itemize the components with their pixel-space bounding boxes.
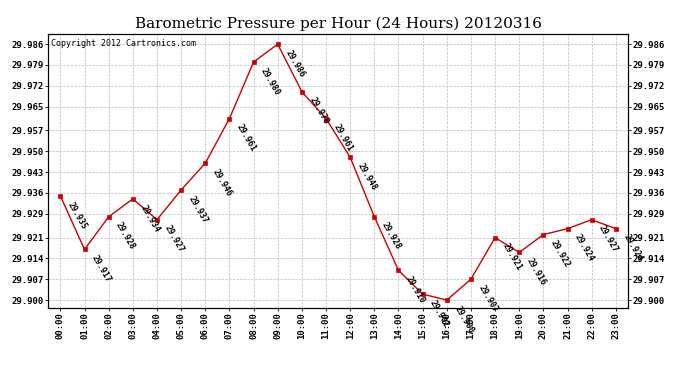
Text: 29.948: 29.948	[356, 161, 379, 192]
Text: 29.970: 29.970	[308, 96, 331, 126]
Text: 29.921: 29.921	[501, 242, 524, 272]
Text: 29.916: 29.916	[525, 256, 548, 287]
Text: 29.961: 29.961	[235, 123, 258, 153]
Text: 29.986: 29.986	[284, 48, 306, 79]
Text: 29.900: 29.900	[453, 304, 475, 335]
Text: 29.937: 29.937	[187, 194, 210, 225]
Text: 29.910: 29.910	[404, 274, 427, 305]
Text: 29.922: 29.922	[549, 239, 572, 269]
Text: Copyright 2012 Cartronics.com: Copyright 2012 Cartronics.com	[51, 39, 196, 48]
Text: 29.924: 29.924	[573, 233, 596, 263]
Text: 29.924: 29.924	[622, 233, 644, 263]
Text: 29.907: 29.907	[477, 284, 500, 314]
Text: 29.946: 29.946	[211, 167, 234, 198]
Text: 29.917: 29.917	[90, 254, 113, 284]
Title: Barometric Pressure per Hour (24 Hours) 20120316: Barometric Pressure per Hour (24 Hours) …	[135, 17, 542, 31]
Text: 29.961: 29.961	[332, 123, 355, 153]
Text: 29.935: 29.935	[66, 200, 89, 231]
Text: 29.902: 29.902	[428, 298, 451, 329]
Text: 29.928: 29.928	[115, 221, 137, 251]
Text: 29.928: 29.928	[380, 221, 403, 251]
Text: 29.980: 29.980	[259, 66, 282, 97]
Text: 29.927: 29.927	[598, 224, 620, 254]
Text: 29.934: 29.934	[139, 203, 161, 234]
Text: 29.927: 29.927	[163, 224, 186, 254]
